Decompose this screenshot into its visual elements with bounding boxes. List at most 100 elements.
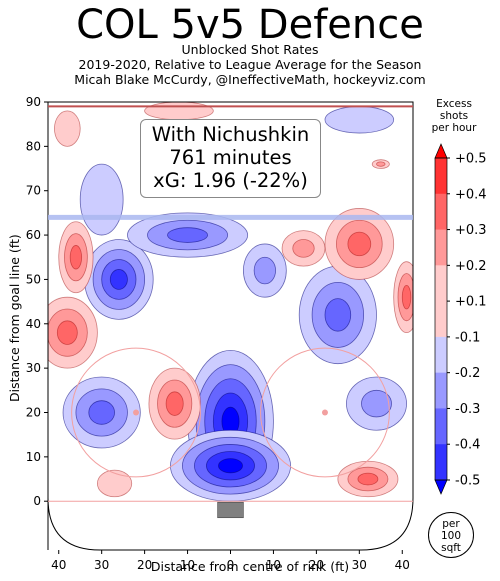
chart-title: COL 5v5 Defence — [76, 2, 424, 48]
subtitle-line-3: Micah Blake McCurdy, @IneffectiveMath, h… — [74, 72, 426, 87]
y-tick-label: 30 — [26, 361, 41, 375]
hotspot-cold-2 — [84, 239, 154, 320]
colorbar-title: Excess shots per hour — [418, 98, 490, 134]
colorbar-tick-label: -0.3 — [455, 402, 480, 417]
colorbar-tick-label: +0.4 — [455, 187, 487, 202]
contour-band — [324, 106, 395, 134]
rink-markings — [47, 101, 414, 551]
colorbar-tick-label: +0.3 — [455, 223, 487, 238]
info-xg: xG: 1.96 (-22%) — [153, 169, 308, 192]
hotspot-hot-10 — [58, 221, 94, 294]
contour-band — [376, 161, 386, 167]
hotspot-hot-13 — [324, 208, 395, 280]
colorbar-max-arrow — [434, 143, 448, 159]
colorbar-band — [435, 193, 447, 231]
hotspot-cold-3 — [62, 376, 141, 449]
colorbar-tick-label: -0.2 — [455, 366, 480, 381]
y-axis-label: Distance from goal line (ft) — [7, 234, 22, 402]
goal-net — [217, 501, 244, 519]
contour-band — [79, 163, 124, 236]
badge-line-2: 100 — [440, 530, 462, 542]
y-tick-label: 0 — [33, 494, 41, 508]
colorbar-tick-label: -0.4 — [455, 438, 480, 453]
hotspot-cold-1 — [169, 429, 292, 502]
contour-band — [88, 400, 115, 425]
contour-band — [292, 239, 315, 258]
contour-band — [253, 256, 276, 285]
hotspot-cold-5 — [127, 212, 249, 258]
hotspot-hot-18 — [96, 469, 133, 498]
hotspot-cold-4 — [298, 265, 377, 365]
contour-band — [401, 284, 412, 310]
heat-layer — [48, 102, 413, 502]
x-tick-label: 30 — [352, 558, 367, 572]
x-axis-label: Distance from centre of rink (ft) — [150, 559, 350, 574]
axis-ticks: 0 10 20 30 40 50 60 70 80 90 40 30 20 10 0 10 20 30 40 — [26, 95, 410, 572]
hotspot-cold-7 — [346, 376, 407, 431]
contour-band — [96, 469, 133, 498]
badge-line-1: per — [442, 518, 460, 530]
colorbar-tick-label: +0.1 — [455, 295, 487, 310]
colorbar-band — [435, 336, 447, 374]
hotspot-hot-15 — [337, 460, 399, 498]
info-player: With Nichushkin — [151, 123, 310, 146]
x-tick-label: 30 — [94, 558, 109, 572]
x-tick-label: 20 — [137, 558, 152, 572]
subtitle-line-1: Unblocked Shot Rates — [181, 42, 319, 57]
y-tick-label: 10 — [26, 450, 41, 464]
hotspot-hot-14 — [281, 230, 326, 267]
y-tick-label: 60 — [26, 228, 41, 242]
colorbar-title-line-2: shots — [439, 110, 469, 122]
colorbar-tick-label: +0.5 — [455, 152, 487, 167]
faceoff-circle-right — [260, 347, 390, 478]
hotspot-hot-12 — [148, 367, 201, 440]
hotspot-cold-8 — [79, 163, 124, 236]
x-tick-label: 20 — [309, 558, 324, 572]
contour-band — [218, 458, 243, 474]
faceoff-dot-left — [133, 409, 140, 416]
contour-band — [324, 298, 352, 332]
colorbar-tick-label: +0.2 — [455, 259, 487, 274]
colorbar-title-line-1: Excess — [436, 98, 472, 110]
info-box: With Nichushkin 761 minutes xG: 1.96 (-2… — [140, 119, 321, 198]
rink-boards — [47, 101, 414, 551]
colorbar-band — [435, 408, 447, 445]
contour-band — [69, 245, 83, 270]
colorbar-band — [435, 372, 447, 409]
y-tick-label: 90 — [26, 95, 41, 109]
colorbar-title-line-3: per hour — [431, 122, 477, 134]
faceoff-circle-left — [71, 347, 201, 478]
x-tick-label: 40 — [51, 558, 66, 572]
colorbar-band — [435, 158, 447, 195]
hotspot-hot-17 — [393, 261, 413, 334]
colorbar-outline — [434, 157, 448, 481]
colorbar-band — [435, 229, 447, 266]
hotspot-hot-16 — [54, 110, 81, 147]
colorbar-tick-label: -0.5 — [455, 474, 480, 489]
faceoff-dot-right — [321, 409, 328, 416]
hotspot-hot-11 — [48, 296, 98, 369]
contour-band — [347, 231, 372, 257]
colorbar-tick-label: -0.1 — [455, 330, 480, 345]
y-tick-label: 20 — [26, 405, 41, 419]
x-tick-label: 10 — [266, 558, 281, 572]
contour-band — [109, 269, 128, 290]
hotspot-hot-20 — [144, 102, 214, 121]
contour-band — [56, 320, 78, 345]
contour-band — [54, 110, 81, 147]
contour-band — [361, 389, 392, 418]
y-tick-label: 70 — [26, 184, 41, 198]
colorbar-band — [435, 444, 447, 481]
units-badge: per 100 sqft — [428, 512, 474, 558]
y-tick-label: 50 — [26, 272, 41, 286]
x-tick-label: 40 — [395, 558, 410, 572]
badge-line-3: sqft — [441, 542, 461, 554]
info-minutes: 761 minutes — [169, 146, 292, 169]
colorbar: -0.5 -0.4 -0.3 -0.2 -0.1 +0.1 +0.2 +0.3 +0.4 +0.5 — [434, 143, 487, 495]
contour-band — [167, 227, 208, 243]
hotspot-cold-6 — [242, 243, 287, 298]
x-tick-label: 0 — [227, 558, 235, 572]
colorbar-band — [435, 301, 447, 338]
colorbar-band — [435, 265, 447, 302]
